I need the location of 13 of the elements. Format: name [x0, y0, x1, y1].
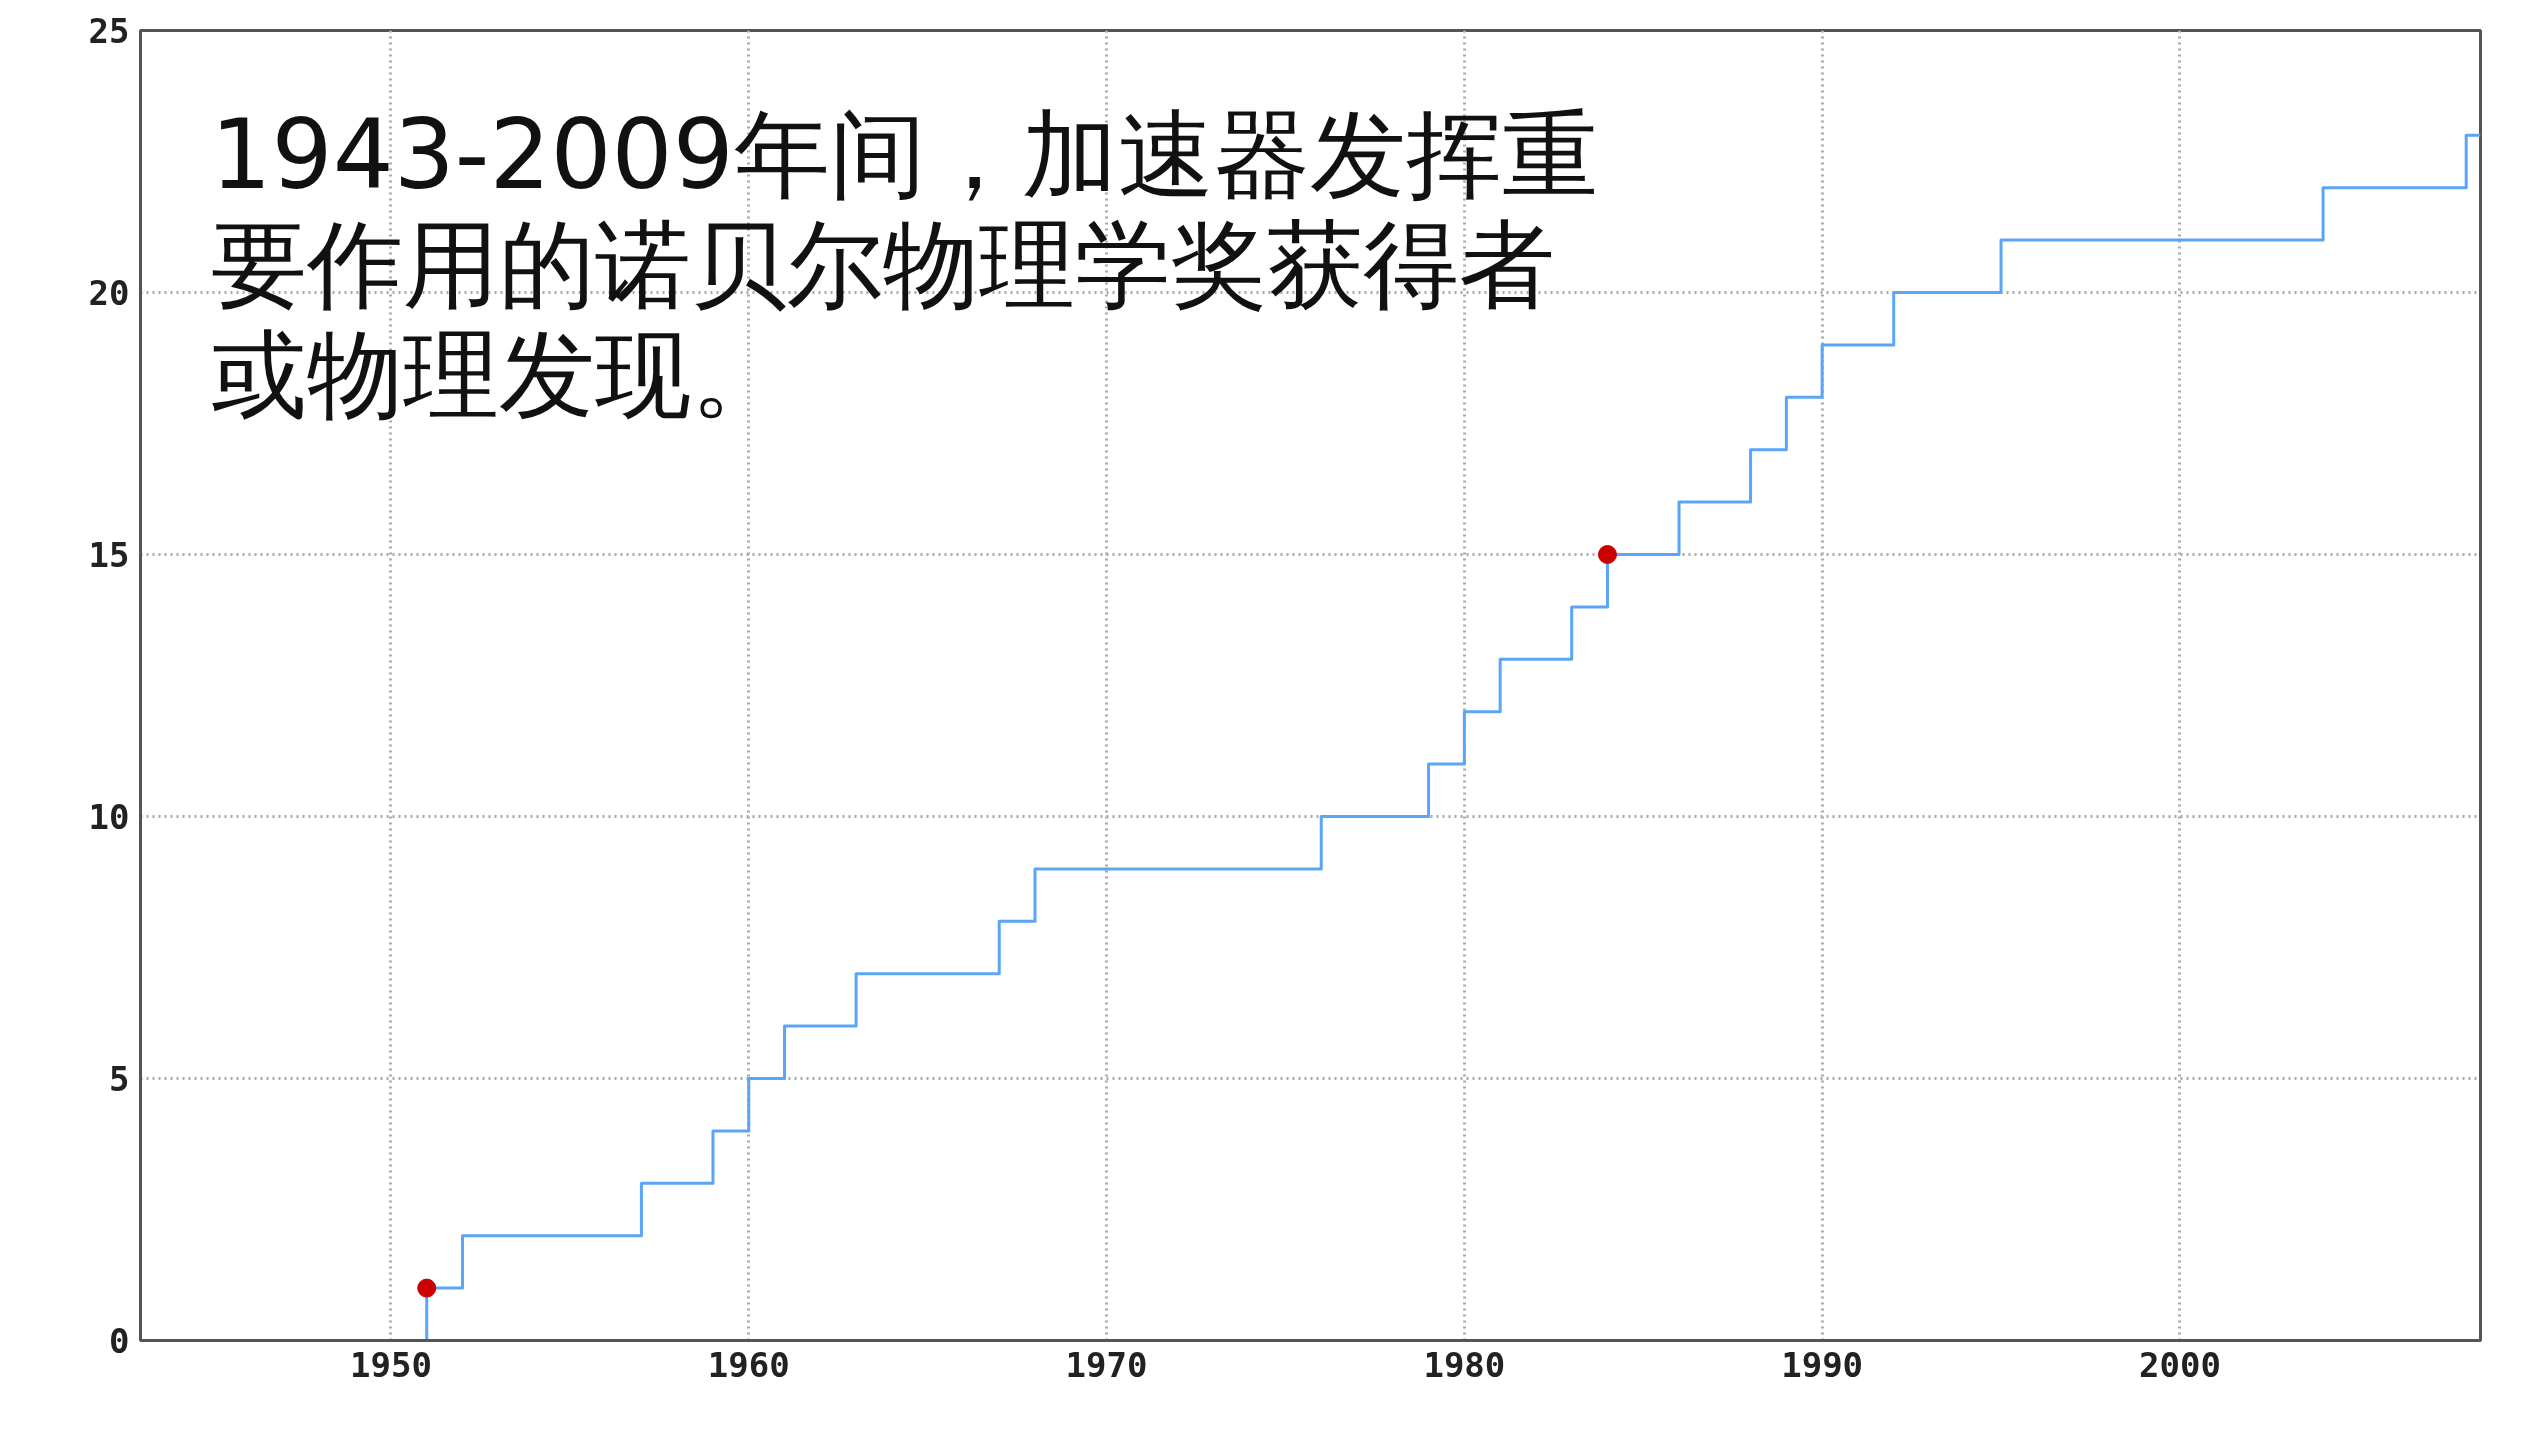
x-tick-label: 2000	[2139, 1344, 2221, 1385]
x-tick-label: 1960	[707, 1344, 790, 1385]
x-tick-label: 1980	[1423, 1344, 1506, 1385]
y-tick-label: 25	[88, 11, 130, 51]
y-tick-label: 15	[88, 535, 130, 575]
x-tick-label: 1990	[1781, 1344, 1864, 1385]
x-tick-label: 1970	[1065, 1344, 1148, 1385]
y-tick-label: 20	[88, 273, 130, 313]
x-tick-label: 1950	[350, 1344, 432, 1385]
y-tick-label: 0	[109, 1321, 130, 1361]
y-tick-label: 10	[88, 797, 130, 837]
text: 1943-2009年间，加速器发挥重要作用的诺贝尔物理学奖获得者或物理发现。	[210, 98, 1598, 431]
y-tick-label: 5	[109, 1059, 130, 1099]
